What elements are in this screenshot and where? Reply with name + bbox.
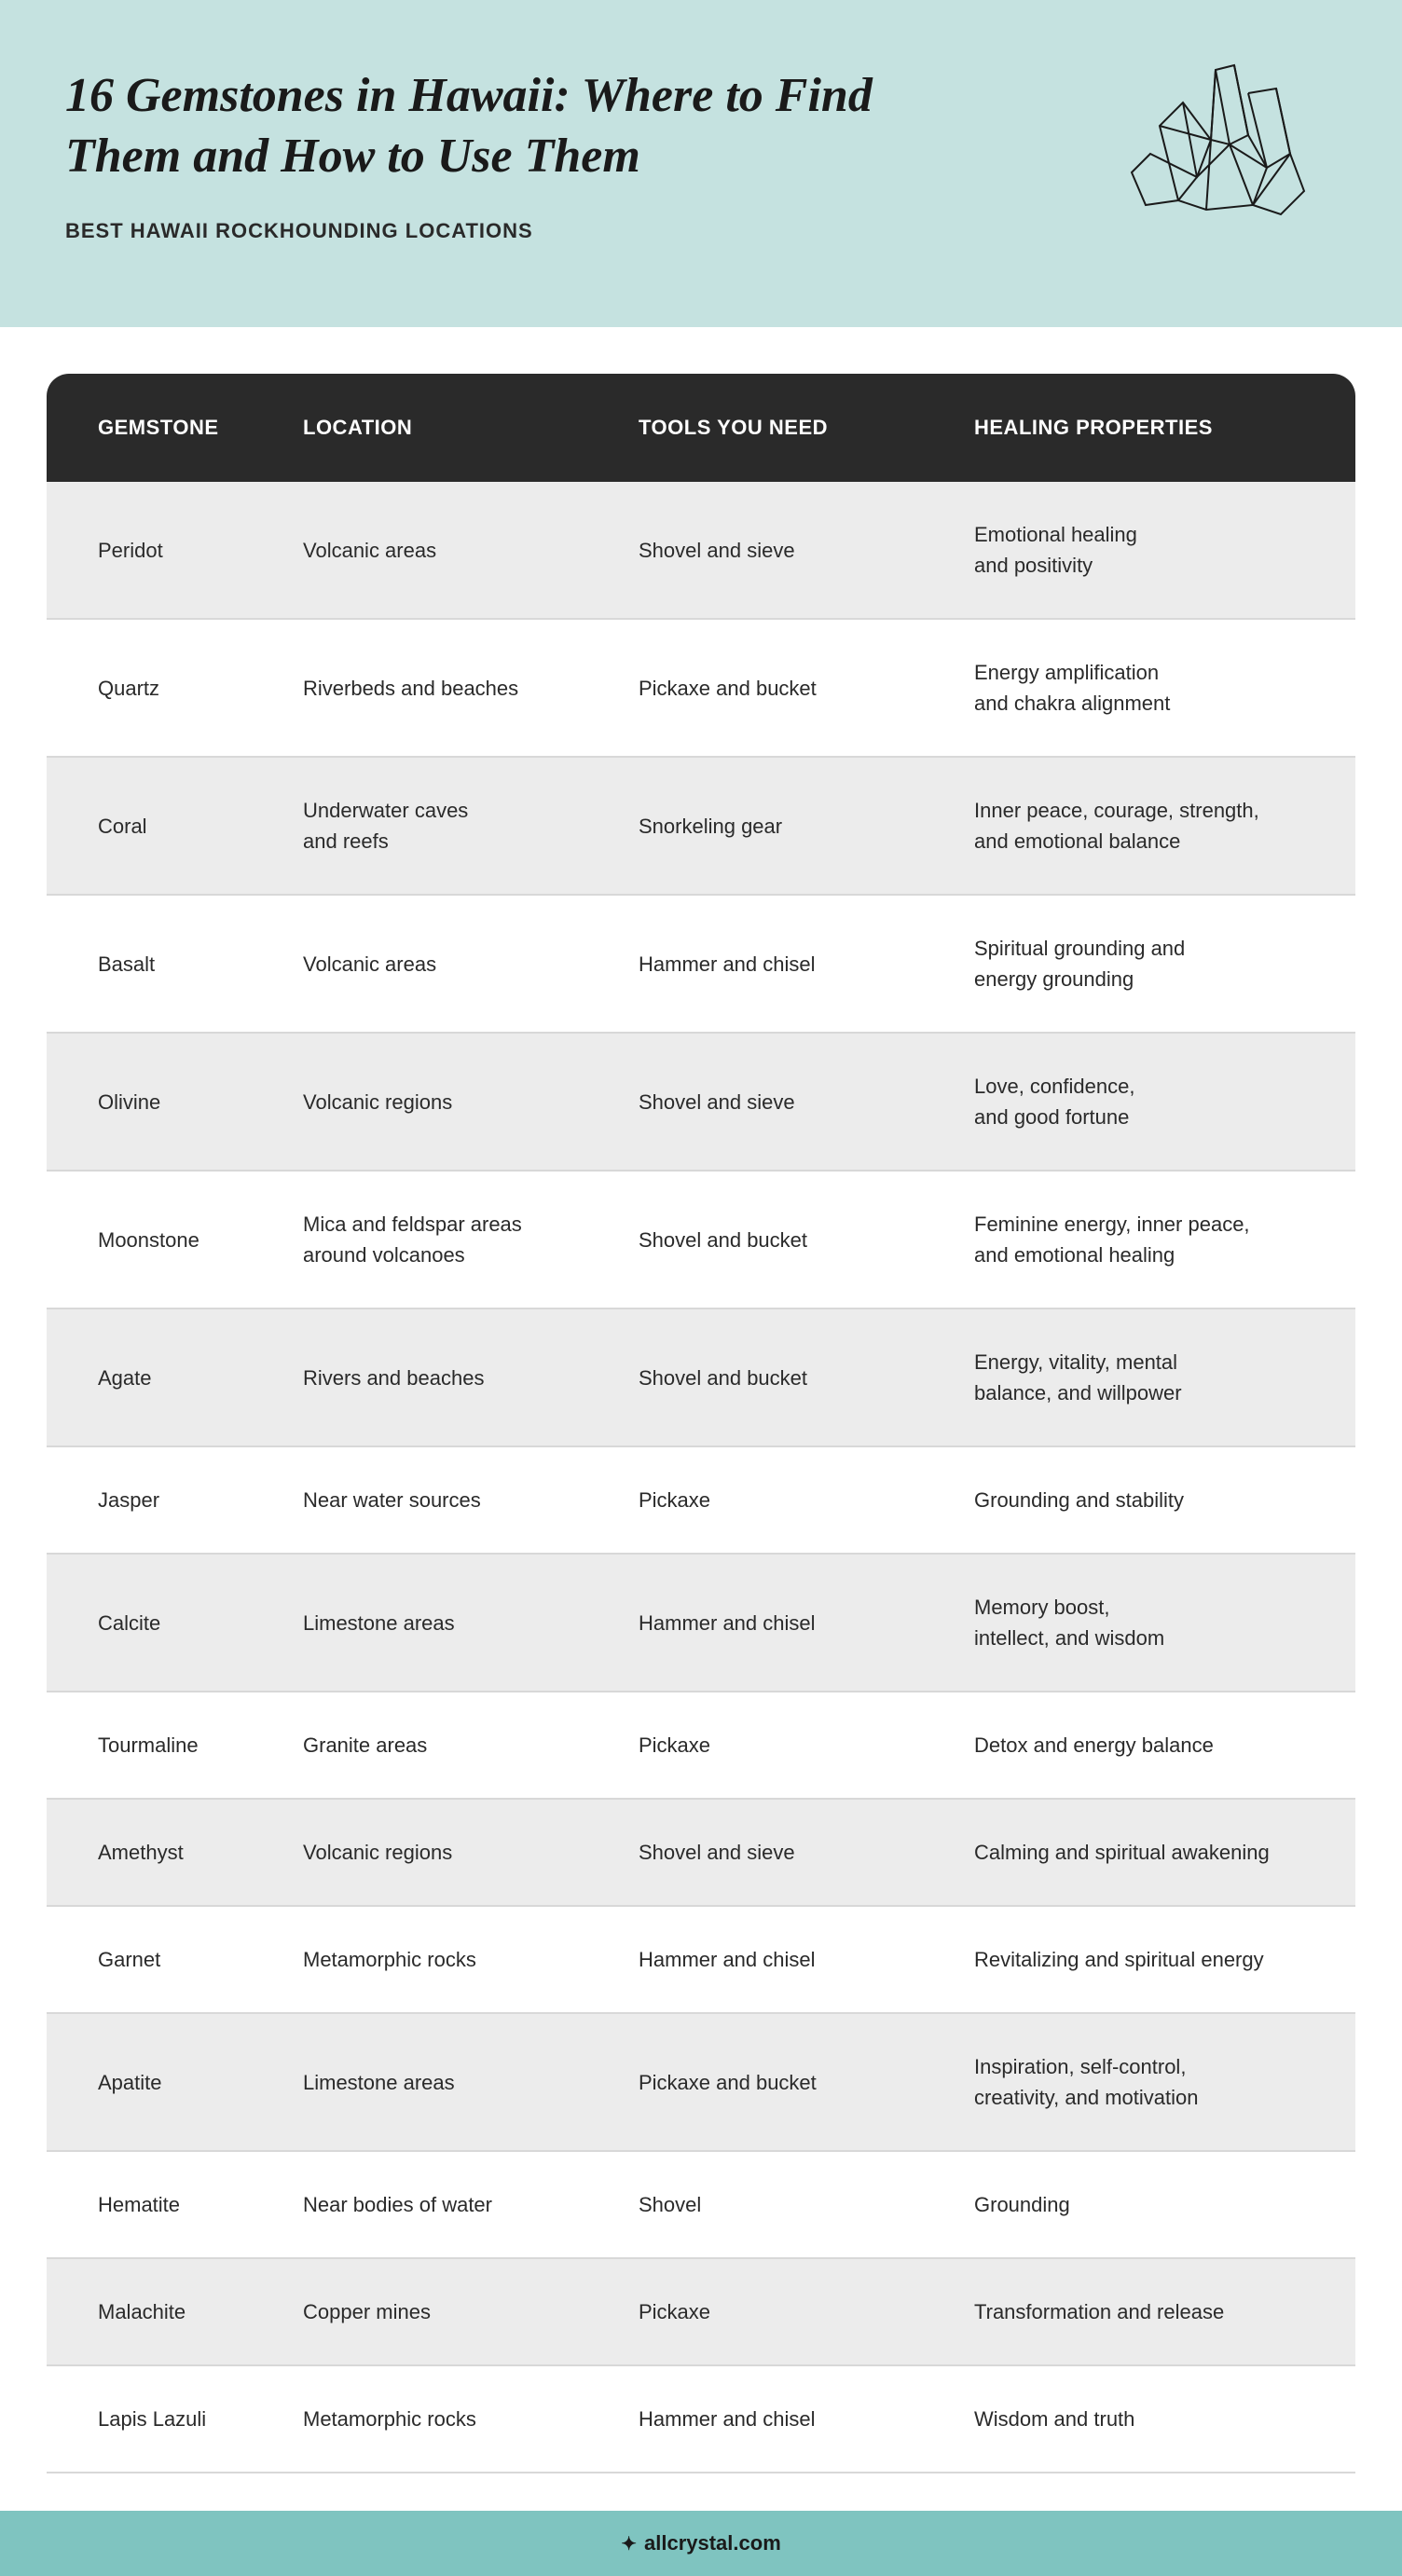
column-header-tools: TOOLS YOU NEED [639, 416, 955, 440]
cell-location: Volcanic areas [303, 535, 620, 566]
table-row: Basalt Volcanic areas Hammer and chisel Spi… [47, 896, 1355, 1034]
cell-healing: Energy amplification and chakra alignmen… [974, 657, 1304, 719]
table-row: Moonstone Mica and feldspar areas around … [47, 1172, 1355, 1309]
cell-healing: Emotional healing and positivity [974, 519, 1304, 581]
cell-location: Near water sources [303, 1485, 620, 1515]
table-row: Peridot Volcanic areas Shovel and sieve Emo… [47, 482, 1355, 620]
cell-gemstone: Peridot [98, 535, 284, 566]
cell-tools: Pickaxe [639, 1485, 955, 1515]
cell-tools: Hammer and chisel [639, 1608, 955, 1638]
cell-location: Copper mines [303, 2296, 620, 2327]
cell-location: Rivers and beaches [303, 1363, 620, 1393]
cell-healing: Feminine energy, inner peace, and emotio… [974, 1209, 1304, 1270]
cell-gemstone: Olivine [98, 1087, 284, 1117]
cell-location: Limestone areas [303, 2067, 620, 2098]
cell-healing: Calming and spiritual awakening [974, 1837, 1304, 1868]
cell-healing: Inspiration, self-control, creativity, a… [974, 2051, 1304, 2113]
table-row: Olivine Volcanic regions Shovel and sieve L… [47, 1034, 1355, 1172]
cell-gemstone: Jasper [98, 1485, 284, 1515]
cell-gemstone: Garnet [98, 1944, 284, 1975]
cell-healing: Grounding and stability [974, 1485, 1304, 1515]
table-row: Tourmaline Granite areas Pickaxe Detox and … [47, 1692, 1355, 1800]
cell-tools: Pickaxe and bucket [639, 673, 955, 704]
cell-tools: Pickaxe [639, 1730, 955, 1761]
table-header-row: GEMSTONE LOCATION TOOLS YOU NEED HEALING… [47, 374, 1355, 482]
table-row: Coral Underwater caves and reefs Snorkelin… [47, 758, 1355, 896]
footer-bar: ✦ allcrystal.com [0, 2511, 1402, 2576]
table-row: Garnet Metamorphic rocks Hammer and chisel… [47, 1907, 1355, 2014]
cell-gemstone: Tourmaline [98, 1730, 284, 1761]
sparkle-icon: ✦ [621, 2532, 637, 2555]
cell-location: Granite areas [303, 1730, 620, 1761]
cell-tools: Pickaxe and bucket [639, 2067, 955, 2098]
cell-healing: Grounding [974, 2189, 1304, 2220]
footer-text: allcrystal.com [644, 2531, 781, 2555]
table-row: Jasper Near water sources Pickaxe Grounding… [47, 1447, 1355, 1555]
cell-location: Mica and feldspar areas around volcanoes [303, 1209, 620, 1270]
cell-gemstone: Coral [98, 811, 284, 842]
cell-healing: Transformation and release [974, 2296, 1304, 2327]
cell-gemstone: Malachite [98, 2296, 284, 2327]
cell-tools: Shovel and sieve [639, 535, 955, 566]
table-row: Calcite Limestone areas Hammer and chisel M… [47, 1555, 1355, 1692]
cell-tools: Shovel and sieve [639, 1837, 955, 1868]
cell-healing: Love, confidence, and good fortune [974, 1071, 1304, 1132]
page-title: 16 Gemstones in Hawaii: Where to Find Th… [65, 65, 997, 186]
crystal-illustration-icon [1094, 51, 1337, 238]
table-row: Agate Rivers and beaches Shovel and bucket… [47, 1309, 1355, 1447]
cell-gemstone: Calcite [98, 1608, 284, 1638]
cell-tools: Shovel and sieve [639, 1087, 955, 1117]
cell-healing: Detox and energy balance [974, 1730, 1304, 1761]
cell-healing: Memory boost, intellect, and wisdom [974, 1592, 1304, 1653]
cell-healing: Energy, vitality, mental balance, and wi… [974, 1347, 1304, 1408]
cell-healing: Inner peace, courage, strength, and emot… [974, 795, 1304, 856]
cell-gemstone: Apatite [98, 2067, 284, 2098]
cell-tools: Shovel and bucket [639, 1363, 955, 1393]
cell-location: Limestone areas [303, 1608, 620, 1638]
cell-tools: Snorkeling gear [639, 811, 955, 842]
table-row: Apatite Limestone areas Pickaxe and bucket… [47, 2014, 1355, 2152]
cell-location: Volcanic regions [303, 1837, 620, 1868]
cell-healing: Spiritual grounding and energy grounding [974, 933, 1304, 994]
cell-healing: Wisdom and truth [974, 2404, 1304, 2434]
cell-tools: Pickaxe [639, 2296, 955, 2327]
table-row: Malachite Copper mines Pickaxe Transformati… [47, 2259, 1355, 2366]
table-body: Peridot Volcanic areas Shovel and sieve Emo… [47, 482, 1355, 2473]
cell-healing: Revitalizing and spiritual energy [974, 1944, 1304, 1975]
cell-location: Volcanic regions [303, 1087, 620, 1117]
cell-gemstone: Quartz [98, 673, 284, 704]
cell-location: Metamorphic rocks [303, 2404, 620, 2434]
cell-location: Underwater caves and reefs [303, 795, 620, 856]
cell-gemstone: Amethyst [98, 1837, 284, 1868]
table-row: Amethyst Volcanic regions Shovel and sieve… [47, 1800, 1355, 1907]
cell-location: Metamorphic rocks [303, 1944, 620, 1975]
cell-location: Volcanic areas [303, 949, 620, 980]
cell-gemstone: Basalt [98, 949, 284, 980]
gemstone-table: GEMSTONE LOCATION TOOLS YOU NEED HEALING… [0, 327, 1402, 2511]
cell-location: Riverbeds and beaches [303, 673, 620, 704]
cell-tools: Shovel [639, 2189, 955, 2220]
cell-tools: Hammer and chisel [639, 2404, 955, 2434]
cell-tools: Shovel and bucket [639, 1225, 955, 1255]
header-banner: 16 Gemstones in Hawaii: Where to Find Th… [0, 0, 1402, 327]
column-header-location: LOCATION [303, 416, 620, 440]
column-header-healing: HEALING PROPERTIES [974, 416, 1304, 440]
table-row: Quartz Riverbeds and beaches Pickaxe and b… [47, 620, 1355, 758]
cell-gemstone: Lapis Lazuli [98, 2404, 284, 2434]
table-row: Hematite Near bodies of water Shovel Ground… [47, 2152, 1355, 2259]
cell-gemstone: Moonstone [98, 1225, 284, 1255]
cell-gemstone: Hematite [98, 2189, 284, 2220]
column-header-gemstone: GEMSTONE [98, 416, 284, 440]
cell-gemstone: Agate [98, 1363, 284, 1393]
cell-tools: Hammer and chisel [639, 1944, 955, 1975]
cell-location: Near bodies of water [303, 2189, 620, 2220]
cell-tools: Hammer and chisel [639, 949, 955, 980]
table-row: Lapis Lazuli Metamorphic rocks Hammer and … [47, 2366, 1355, 2473]
